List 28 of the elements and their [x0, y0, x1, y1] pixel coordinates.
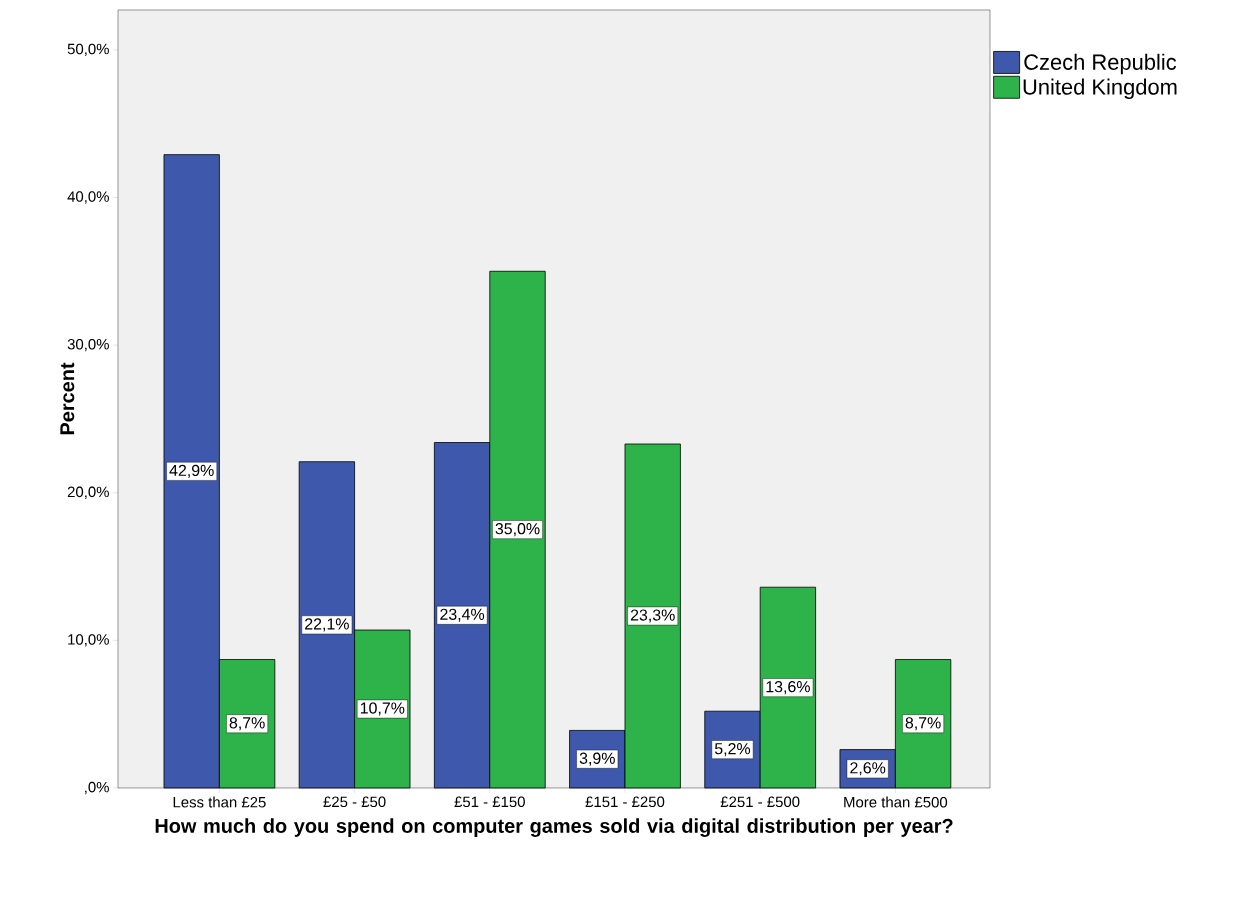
data-label: 13,6%: [766, 681, 810, 695]
data-label: 8,7%: [229, 717, 265, 731]
y-tick-label: 40,0%: [67, 191, 109, 204]
x-axis-title: How much do you spend on computer games sold via digital distribution per year?: [155, 818, 953, 837]
data-label: 10,7%: [360, 702, 405, 716]
data-label: 22,1%: [305, 618, 349, 632]
y-tick-label: 50,0%: [67, 43, 109, 56]
x-tick-label: £25 - £50: [323, 796, 386, 808]
x-tick-label: More than £500: [844, 796, 948, 808]
legend-label: Czech Republic: [1024, 53, 1177, 75]
y-tick-label: ,0%: [85, 781, 109, 795]
y-tick-label: 10,0%: [68, 634, 109, 647]
data-label: 2,6%: [850, 762, 886, 776]
x-tick-label: £151 - £250: [585, 796, 665, 808]
y-tick-label: 30,0%: [67, 338, 109, 352]
x-tick-label: £251 - £500: [720, 796, 800, 808]
data-label: 23,4%: [440, 608, 485, 622]
data-label: 23,3%: [630, 609, 675, 623]
legend-label: United Kingdom: [1023, 78, 1177, 100]
data-label: 3,9%: [579, 752, 615, 766]
x-tick-label: Less than £25: [173, 796, 266, 808]
y-tick-label: 20,0%: [67, 486, 109, 499]
x-tick-label: £51 - £150: [454, 796, 525, 808]
data-label: 42,9%: [169, 464, 214, 478]
data-label: 8,7%: [905, 717, 941, 731]
data-label: 35,0%: [495, 523, 540, 537]
data-label: 5,2%: [714, 743, 751, 757]
y-axis-title: Percent: [60, 362, 75, 435]
